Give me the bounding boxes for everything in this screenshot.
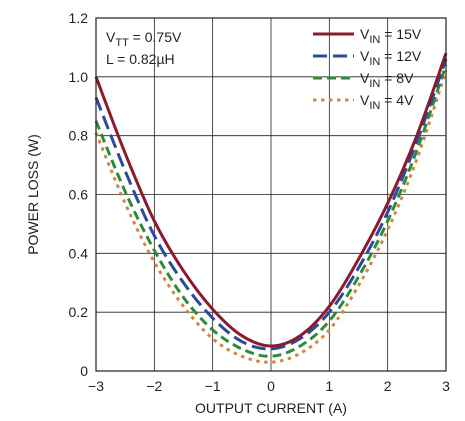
legend-label: VIN = 4V — [360, 92, 414, 112]
y-tick-label: 0 — [80, 363, 88, 379]
x-tick-label: −2 — [146, 378, 162, 394]
plot-frame — [95, 17, 447, 372]
tick-labels: −3 −2 −1 0 1 2 3 0 0.2 0.4 0.6 0.8 1.0 1.2 — [69, 10, 451, 394]
x-tick-label: 1 — [325, 378, 333, 394]
series-line-12v — [94, 58, 448, 351]
x-tick-label: 0 — [267, 378, 275, 394]
series-lines — [94, 52, 448, 364]
y-tick-label: 0.8 — [69, 128, 89, 144]
y-tick-label: 0.6 — [69, 187, 89, 203]
x-tick-label: 2 — [384, 378, 392, 394]
y-axis-title: POWER LOSS (W) — [25, 134, 41, 255]
y-tick-label: 1.2 — [69, 10, 89, 26]
annotation-text: VTT = 0.75V — [106, 29, 182, 49]
annotation-text: L = 0.82µH — [106, 51, 175, 67]
legend-label: VIN = 8V — [360, 70, 414, 90]
x-tick-label: −1 — [205, 378, 221, 394]
series-line-4v — [94, 70, 448, 364]
y-tick-label: 0.2 — [69, 304, 89, 320]
annotations: VTT = 0.75V L = 0.82µH — [106, 29, 182, 67]
y-tick-label: 0.4 — [69, 245, 89, 261]
legend-label: VIN = 12V — [360, 48, 422, 68]
x-axis-title: OUTPUT CURRENT (A) — [195, 400, 347, 416]
legend-label: VIN = 15V — [360, 26, 422, 46]
x-tick-label: 3 — [442, 378, 450, 394]
series-line-15v — [94, 52, 448, 348]
x-tick-label: −3 — [88, 378, 104, 394]
series-line-8v — [94, 64, 448, 358]
y-tick-label: 1.0 — [69, 69, 89, 85]
